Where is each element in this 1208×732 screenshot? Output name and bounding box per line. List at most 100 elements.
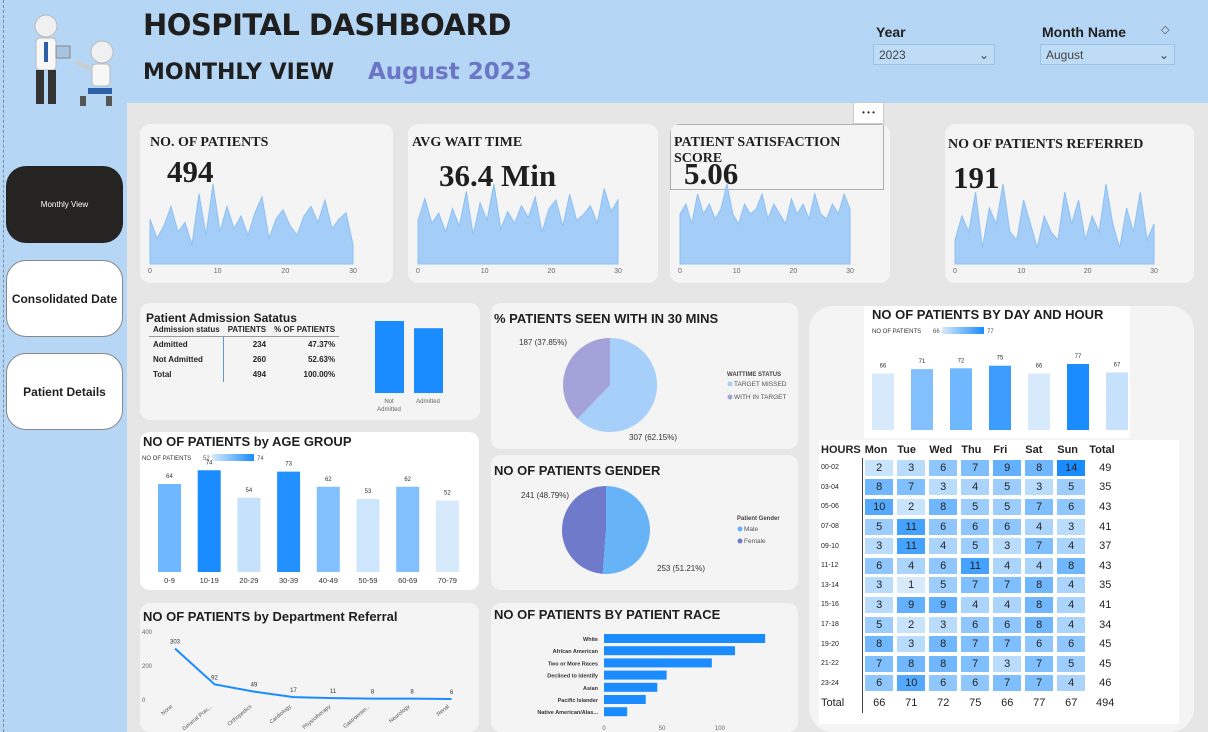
- heatmap-cell: 7: [1023, 674, 1055, 694]
- heatmap-cell: 4: [895, 556, 927, 576]
- heatmap-cell: 8: [927, 497, 959, 517]
- col-header: Sun: [1057, 444, 1079, 456]
- day-bar: [1106, 372, 1128, 430]
- data-label: 241 (48.79%): [521, 491, 569, 500]
- heatmap-cell: 7: [1023, 497, 1055, 517]
- table-row: 07-08 5 11 6 6 6 4 3 41: [819, 516, 1123, 537]
- heatmap-cell: 8: [863, 634, 896, 654]
- heatmap-cell: 5: [991, 478, 1023, 498]
- hour-label: 17-18: [819, 614, 864, 635]
- month-filter-dropdown[interactable]: August ⌄: [1040, 44, 1175, 65]
- table-row: 17-18 5 2 3 6 6 8 4 34: [819, 614, 1123, 635]
- race-card: NO OF PATIENTS BY PATIENT RACE White Afri…: [491, 603, 798, 732]
- axis-tick-label: 0: [678, 268, 682, 275]
- heatmap-cell: 6: [927, 517, 959, 537]
- age-bar: [158, 484, 181, 572]
- heatmap-cell: 3: [863, 536, 896, 556]
- sparkline-area: [679, 183, 851, 265]
- category-label: None: [160, 704, 174, 717]
- table-row: 21-22 7 8 8 7 3 7 5 45: [819, 653, 1123, 674]
- column-total: 67: [1065, 696, 1078, 709]
- header-band: [0, 0, 1208, 103]
- category-label: Orthopedics: [227, 704, 254, 728]
- dept-line-chart: 0 200 400 303 None 92 General Prac... 49 Orthope…: [142, 630, 454, 732]
- heatmap-cell: 5: [927, 576, 959, 596]
- hour-label: 00-02: [819, 458, 864, 478]
- nav-consolidated-date-button[interactable]: Consolidated Date: [6, 260, 123, 337]
- axis-tick-label: 30: [614, 268, 622, 275]
- hour-label: 03-04: [819, 477, 864, 498]
- day-bar: [911, 369, 933, 430]
- heatmap-cell: 6: [1023, 634, 1055, 654]
- col-header: PATIENTS: [223, 323, 271, 337]
- dept-line: [174, 647, 452, 700]
- nav-monthly-view-button[interactable]: Monthly View: [6, 166, 123, 243]
- age-bar: [356, 499, 380, 572]
- heatmap-cell: 6: [1055, 497, 1087, 517]
- data-label: 253 (51.21%): [657, 564, 705, 573]
- kpi-title: PATIENT SATISFACTION SCORE: [674, 135, 841, 166]
- heatmap-cell: 14: [1055, 458, 1087, 478]
- more-options-button[interactable]: • • •: [853, 102, 884, 124]
- heatmap-cell: 3: [927, 615, 959, 635]
- age-bar: [435, 500, 459, 572]
- axis-tick-label: 0: [148, 268, 152, 275]
- sparkline-area: [954, 183, 1155, 265]
- row-total: 35: [1099, 481, 1112, 494]
- col-header: Fri: [993, 444, 1008, 456]
- legend-label: Male: [744, 526, 758, 533]
- legend-label: Female: [744, 538, 766, 545]
- data-label: 307 (62.15%): [629, 433, 677, 442]
- axis-tick-label: 10: [214, 268, 222, 275]
- row-total: 45: [1099, 657, 1112, 670]
- heatmap-cell: 4: [1023, 556, 1055, 576]
- kpi-value: 5.06: [684, 156, 739, 191]
- age-bar: [237, 497, 261, 572]
- nav-patient-details-button[interactable]: Patient Details: [6, 353, 123, 430]
- axis-tick-label: 200: [142, 664, 153, 670]
- sparkline-area: [149, 183, 354, 265]
- category-label: Asian: [583, 686, 599, 692]
- data-label: 72: [958, 358, 965, 364]
- age-bar: [316, 486, 340, 572]
- year-filter-dropdown[interactable]: 2023 ⌄: [873, 44, 995, 65]
- table-row: 11-12 6 4 6 11 4 4 8 43: [819, 555, 1123, 576]
- legend-max: 74: [257, 456, 264, 462]
- heatmap-cell: 3: [863, 595, 896, 615]
- column-total: 77: [1033, 696, 1046, 709]
- col-header: Sat: [1025, 444, 1043, 456]
- heatmap-cell: 5: [959, 536, 991, 556]
- kpi-title: NO. OF PATIENTS: [150, 135, 269, 150]
- clear-filter-icon[interactable]: ◇: [1161, 24, 1170, 36]
- cell: 47.37%: [307, 340, 336, 349]
- heatmap-cell: 4: [1055, 595, 1087, 615]
- pie-slice: [563, 338, 610, 419]
- pie-slice: [577, 338, 657, 432]
- day-bar: [1028, 373, 1050, 430]
- category-label: Pacific Islander: [558, 698, 599, 704]
- age-title: NO OF PATIENTS by AGE GROUP: [143, 434, 352, 449]
- satisfaction-sparkline: 0 10 20 30: [678, 183, 854, 275]
- heatmap-cell: 7: [959, 634, 991, 654]
- category-label: Renal: [436, 704, 451, 718]
- col-header: Total: [1089, 444, 1115, 456]
- legend-marker: [737, 538, 743, 544]
- gender-title: NO OF PATIENTS GENDER: [494, 463, 661, 478]
- heatmap-cell: 6: [959, 615, 991, 635]
- legend-max: 77: [987, 329, 994, 335]
- category-label: Gastroenter...: [342, 704, 372, 730]
- pie-slice: [602, 486, 650, 574]
- heatmap-cell: 6: [927, 674, 959, 694]
- heatmap-cell: 5: [863, 517, 896, 537]
- day-hour-heatmap: HOURS Mon Tue Wed Thu Fri Sat Sun Total 00-02 2 3 6 7…: [819, 442, 1124, 713]
- heatmap-cell: 6: [863, 674, 896, 694]
- day-hour-card: NO OF PATIENTS BY DAY AND HOUR NO OF PAT…: [809, 306, 1194, 732]
- heatmap-cell: 7: [959, 458, 991, 478]
- age-group-card: NO OF PATIENTS by AGE GROUP NO OF PATIEN…: [140, 432, 479, 590]
- data-label: 187 (37.85%): [519, 338, 567, 347]
- heatmap-cell: 6: [863, 556, 896, 576]
- legend-title: WAITTIME STATUS: [727, 372, 781, 378]
- heatmap-cell: 3: [927, 478, 959, 498]
- row-total: 45: [1099, 638, 1112, 651]
- column-total: 72: [937, 696, 950, 709]
